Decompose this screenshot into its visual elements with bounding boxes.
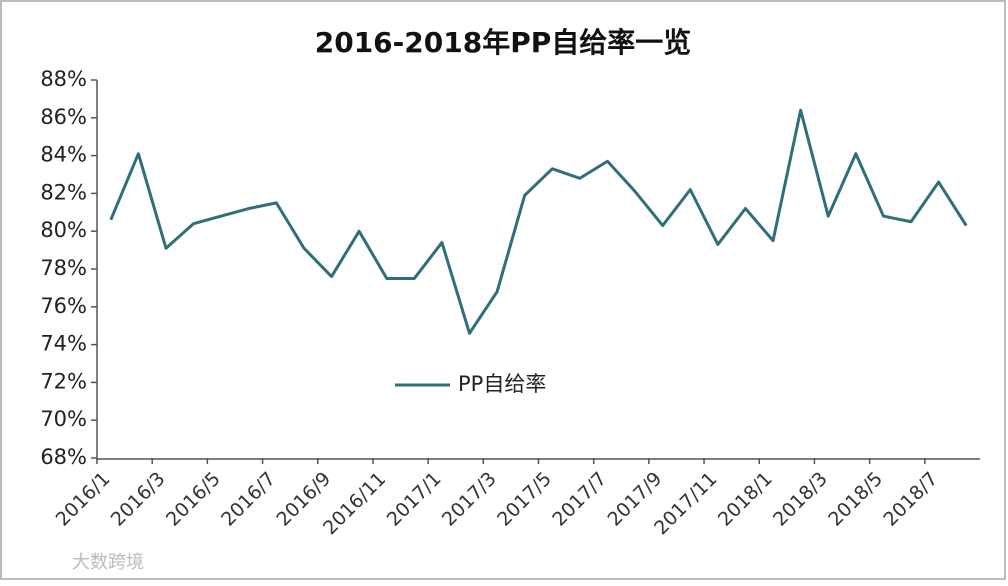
y-tick-label: 74%	[40, 332, 87, 356]
chart-title: 2016-2018年PP自给率一览	[315, 26, 692, 59]
y-tick-label: 84%	[40, 143, 87, 167]
y-tick-label: 72%	[40, 369, 87, 393]
y-tick-label: 76%	[40, 294, 87, 318]
line-series	[109, 108, 968, 335]
legend-label: PP自给率	[458, 372, 546, 396]
y-tick-label: 70%	[40, 407, 87, 431]
y-tick-label: 68%	[40, 445, 87, 469]
y-tick-label: 82%	[40, 180, 87, 204]
y-tick-label: 80%	[40, 218, 87, 242]
y-tick-label: 86%	[40, 105, 87, 129]
y-tick-label: 88%	[40, 67, 87, 91]
y-tick-label: 78%	[40, 256, 87, 280]
watermark: 大数跨境	[72, 552, 144, 573]
